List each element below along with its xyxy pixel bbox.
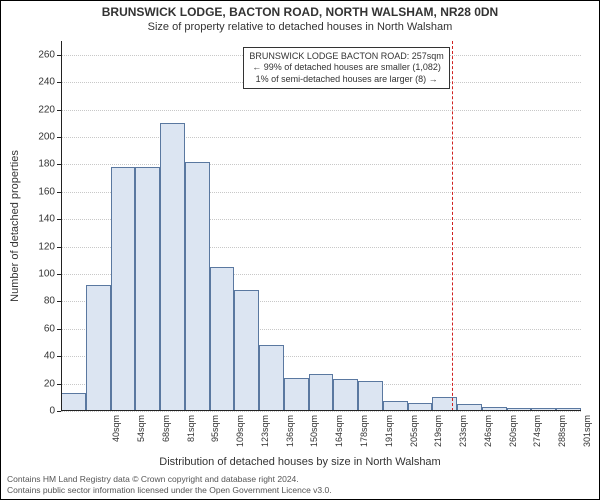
y-tick-label: 140 [1, 214, 55, 225]
x-tick-label: 40sqm [111, 415, 121, 455]
y-tick-label: 0 [1, 406, 55, 417]
x-tick-label: 191sqm [384, 415, 394, 455]
y-tick-label: 80 [1, 296, 55, 307]
histogram-bar [432, 397, 457, 411]
x-tick-label: 164sqm [334, 415, 344, 455]
y-tick-label: 240 [1, 77, 55, 88]
x-tick-label: 81sqm [186, 415, 196, 455]
gridline [61, 110, 581, 111]
y-tick-label: 40 [1, 351, 55, 362]
y-tick-label: 160 [1, 186, 55, 197]
callout-line: ← 99% of detached houses are smaller (1,… [249, 62, 443, 73]
histogram-bar [358, 381, 383, 411]
chart-title-main: BRUNSWICK LODGE, BACTON ROAD, NORTH WALS… [1, 5, 599, 19]
y-tick-label: 120 [1, 241, 55, 252]
x-tick-label: 288sqm [557, 415, 567, 455]
histogram-bar [111, 167, 136, 411]
histogram-bar [309, 374, 334, 411]
x-tick-label: 274sqm [532, 415, 542, 455]
x-axis-label: Distribution of detached houses by size … [1, 456, 599, 468]
x-tick-label: 150sqm [309, 415, 319, 455]
callout-line: BRUNSWICK LODGE BACTON ROAD: 257sqm [249, 51, 443, 62]
x-tick-label: 109sqm [235, 415, 245, 455]
footer-line-1: Contains HM Land Registry data © Crown c… [7, 475, 299, 484]
footer-line-2: Contains public sector information licen… [7, 486, 332, 495]
gridline [61, 164, 581, 165]
histogram-bar [284, 378, 309, 411]
marker-line [452, 41, 453, 411]
y-tick-label: 60 [1, 323, 55, 334]
histogram-bar [135, 167, 160, 411]
x-tick-label: 246sqm [483, 415, 493, 455]
y-tick-label: 200 [1, 131, 55, 142]
histogram-bar [160, 123, 185, 411]
x-tick-label: 233sqm [458, 415, 468, 455]
x-tick-label: 54sqm [136, 415, 146, 455]
x-tick-label: 136sqm [285, 415, 295, 455]
gridline [61, 137, 581, 138]
x-tick-label: 219sqm [433, 415, 443, 455]
x-tick-label: 260sqm [508, 415, 518, 455]
callout-line: 1% of semi-detached houses are larger (8… [249, 74, 443, 85]
x-tick-label: 301sqm [582, 415, 592, 455]
chart-title-sub: Size of property relative to detached ho… [1, 21, 599, 33]
x-axis-line [61, 410, 581, 411]
histogram-bar [61, 393, 86, 411]
y-tick-label: 260 [1, 49, 55, 60]
x-tick-label: 95sqm [210, 415, 220, 455]
y-tick-label: 180 [1, 159, 55, 170]
x-tick-label: 68sqm [161, 415, 171, 455]
histogram-bar [210, 267, 235, 411]
x-tick-label: 178sqm [359, 415, 369, 455]
histogram-bar [86, 285, 111, 411]
gridline [61, 411, 581, 412]
histogram-bar [259, 345, 284, 411]
y-tick-label: 20 [1, 378, 55, 389]
histogram-bar [333, 379, 358, 411]
chart-container: BRUNSWICK LODGE, BACTON ROAD, NORTH WALS… [0, 0, 600, 500]
x-tick-label: 123sqm [260, 415, 270, 455]
y-tick-label: 220 [1, 104, 55, 115]
y-tick-label: 100 [1, 268, 55, 279]
histogram-bar [185, 162, 210, 411]
plot-area: BRUNSWICK LODGE BACTON ROAD: 257sqm← 99%… [61, 41, 581, 411]
y-axis-line [61, 41, 62, 411]
callout-box: BRUNSWICK LODGE BACTON ROAD: 257sqm← 99%… [243, 47, 449, 89]
histogram-bar [234, 290, 259, 411]
x-tick-label: 205sqm [409, 415, 419, 455]
